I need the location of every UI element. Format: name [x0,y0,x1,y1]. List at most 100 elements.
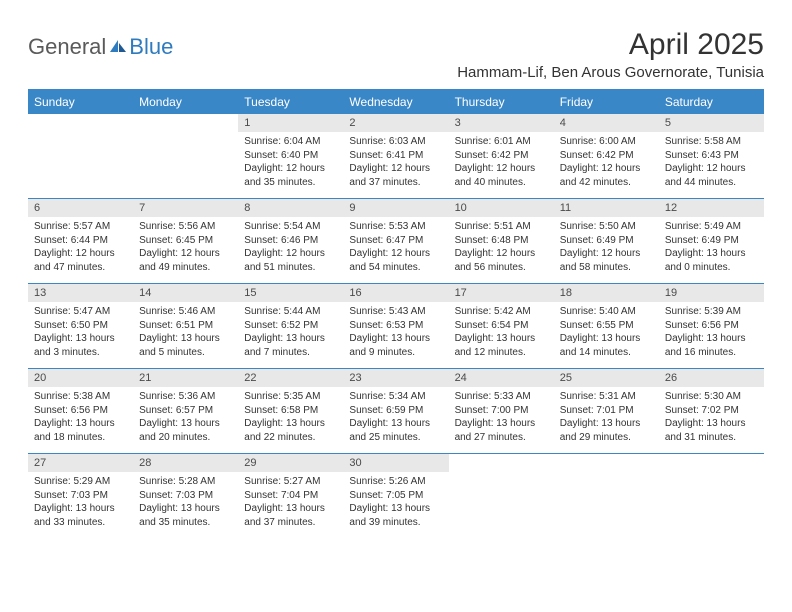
header: General Blue April 2025 Hammam-Lif, Ben … [28,28,764,81]
daylight-text-2: and 37 minutes. [244,516,337,530]
sunrise-text: Sunrise: 5:47 AM [34,305,127,319]
daylight-text-1: Daylight: 13 hours [455,332,548,346]
logo-sail-icon [109,39,127,53]
sunset-text: Sunset: 6:42 PM [560,149,653,163]
sunrise-text: Sunrise: 6:03 AM [349,135,442,149]
month-title: April 2025 [457,28,764,62]
daylight-text-1: Daylight: 12 hours [560,162,653,176]
day-number: 18 [554,284,659,302]
day-number: 21 [133,369,238,387]
day-body: Sunrise: 5:39 AMSunset: 6:56 PMDaylight:… [659,302,764,365]
daylight-text-2: and 31 minutes. [665,431,758,445]
day-number: 8 [238,199,343,217]
day-number: 4 [554,114,659,132]
sunrise-text: Sunrise: 5:44 AM [244,305,337,319]
daylight-text-2: and 20 minutes. [139,431,232,445]
weekday-header: Friday [554,91,659,113]
sunrise-text: Sunrise: 5:58 AM [665,135,758,149]
day-body: Sunrise: 6:04 AMSunset: 6:40 PMDaylight:… [238,132,343,195]
day-body: Sunrise: 5:56 AMSunset: 6:45 PMDaylight:… [133,217,238,280]
daylight-text-1: Daylight: 13 hours [244,332,337,346]
calendar-grid: SundayMondayTuesdayWednesdayThursdayFrid… [28,89,764,538]
daylight-text-1: Daylight: 12 hours [349,247,442,261]
sunset-text: Sunset: 6:58 PM [244,404,337,418]
sunset-text: Sunset: 6:45 PM [139,234,232,248]
daylight-text-2: and 37 minutes. [349,176,442,190]
daylight-text-1: Daylight: 13 hours [560,332,653,346]
day-cell: 8Sunrise: 5:54 AMSunset: 6:46 PMDaylight… [238,199,343,283]
empty-day-cell [28,114,133,198]
daylight-text-2: and 27 minutes. [455,431,548,445]
daylight-text-1: Daylight: 12 hours [455,247,548,261]
daylight-text-2: and 18 minutes. [34,431,127,445]
day-body: Sunrise: 5:31 AMSunset: 7:01 PMDaylight:… [554,387,659,450]
day-cell: 29Sunrise: 5:27 AMSunset: 7:04 PMDayligh… [238,454,343,538]
day-body: Sunrise: 5:51 AMSunset: 6:48 PMDaylight:… [449,217,554,280]
sunrise-text: Sunrise: 5:46 AM [139,305,232,319]
daylight-text-1: Daylight: 13 hours [244,502,337,516]
day-cell: 22Sunrise: 5:35 AMSunset: 6:58 PMDayligh… [238,369,343,453]
day-body: Sunrise: 6:00 AMSunset: 6:42 PMDaylight:… [554,132,659,195]
day-body: Sunrise: 5:50 AMSunset: 6:49 PMDaylight:… [554,217,659,280]
day-body: Sunrise: 5:54 AMSunset: 6:46 PMDaylight:… [238,217,343,280]
day-cell: 23Sunrise: 5:34 AMSunset: 6:59 PMDayligh… [343,369,448,453]
sunrise-text: Sunrise: 5:35 AM [244,390,337,404]
day-body: Sunrise: 5:30 AMSunset: 7:02 PMDaylight:… [659,387,764,450]
day-cell: 27Sunrise: 5:29 AMSunset: 7:03 PMDayligh… [28,454,133,538]
empty-day-cell [133,114,238,198]
sunrise-text: Sunrise: 5:26 AM [349,475,442,489]
day-cell: 26Sunrise: 5:30 AMSunset: 7:02 PMDayligh… [659,369,764,453]
sunrise-text: Sunrise: 5:31 AM [560,390,653,404]
sunset-text: Sunset: 6:47 PM [349,234,442,248]
week-row: 6Sunrise: 5:57 AMSunset: 6:44 PMDaylight… [28,198,764,283]
daylight-text-2: and 0 minutes. [665,261,758,275]
day-body: Sunrise: 5:58 AMSunset: 6:43 PMDaylight:… [659,132,764,195]
day-body: Sunrise: 5:38 AMSunset: 6:56 PMDaylight:… [28,387,133,450]
daylight-text-1: Daylight: 12 hours [34,247,127,261]
sunset-text: Sunset: 6:55 PM [560,319,653,333]
sunrise-text: Sunrise: 5:43 AM [349,305,442,319]
day-cell: 30Sunrise: 5:26 AMSunset: 7:05 PMDayligh… [343,454,448,538]
day-cell: 14Sunrise: 5:46 AMSunset: 6:51 PMDayligh… [133,284,238,368]
title-block: April 2025 Hammam-Lif, Ben Arous Governo… [457,28,764,81]
sunrise-text: Sunrise: 5:56 AM [139,220,232,234]
sunrise-text: Sunrise: 5:42 AM [455,305,548,319]
day-number: 9 [343,199,448,217]
day-cell: 16Sunrise: 5:43 AMSunset: 6:53 PMDayligh… [343,284,448,368]
daylight-text-1: Daylight: 13 hours [139,417,232,431]
day-body: Sunrise: 5:29 AMSunset: 7:03 PMDaylight:… [28,472,133,535]
day-number: 30 [343,454,448,472]
day-number: 27 [28,454,133,472]
day-cell: 18Sunrise: 5:40 AMSunset: 6:55 PMDayligh… [554,284,659,368]
sunset-text: Sunset: 6:46 PM [244,234,337,248]
day-body: Sunrise: 5:42 AMSunset: 6:54 PMDaylight:… [449,302,554,365]
day-number: 5 [659,114,764,132]
daylight-text-2: and 16 minutes. [665,346,758,360]
day-body: Sunrise: 5:34 AMSunset: 6:59 PMDaylight:… [343,387,448,450]
sunset-text: Sunset: 6:50 PM [34,319,127,333]
day-number: 2 [343,114,448,132]
sunset-text: Sunset: 7:00 PM [455,404,548,418]
daylight-text-2: and 29 minutes. [560,431,653,445]
day-cell: 1Sunrise: 6:04 AMSunset: 6:40 PMDaylight… [238,114,343,198]
daylight-text-1: Daylight: 13 hours [349,417,442,431]
day-body: Sunrise: 5:53 AMSunset: 6:47 PMDaylight:… [343,217,448,280]
daylight-text-2: and 51 minutes. [244,261,337,275]
day-cell: 3Sunrise: 6:01 AMSunset: 6:42 PMDaylight… [449,114,554,198]
day-number: 20 [28,369,133,387]
day-number: 7 [133,199,238,217]
day-body: Sunrise: 5:57 AMSunset: 6:44 PMDaylight:… [28,217,133,280]
daylight-text-2: and 33 minutes. [34,516,127,530]
daylight-text-1: Daylight: 13 hours [665,332,758,346]
empty-day-cell [449,454,554,538]
sunset-text: Sunset: 6:53 PM [349,319,442,333]
daylight-text-2: and 54 minutes. [349,261,442,275]
weekday-header: Saturday [659,91,764,113]
sunset-text: Sunset: 6:42 PM [455,149,548,163]
sunrise-text: Sunrise: 5:30 AM [665,390,758,404]
logo: General Blue [28,34,173,60]
day-cell: 4Sunrise: 6:00 AMSunset: 6:42 PMDaylight… [554,114,659,198]
weekday-header: Monday [133,91,238,113]
week-row: 27Sunrise: 5:29 AMSunset: 7:03 PMDayligh… [28,453,764,538]
sunrise-text: Sunrise: 5:28 AM [139,475,232,489]
